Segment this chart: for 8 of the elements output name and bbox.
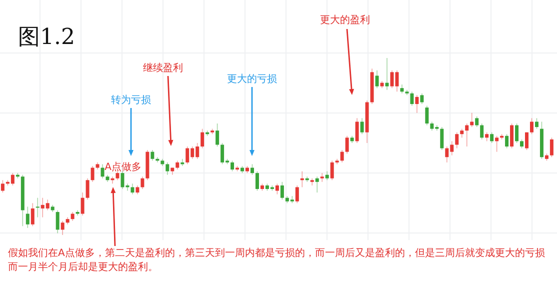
annotation: 更大的亏损 xyxy=(227,73,277,85)
text: 而一月半个月后却是更大的盈利。 xyxy=(8,261,158,273)
annotation: 继续盈利 xyxy=(143,62,183,74)
chart-title: 图1.2 xyxy=(18,25,75,50)
text: 更大的盈利 xyxy=(320,14,370,26)
annotation: 转为亏损 xyxy=(111,94,151,106)
text: 假如我们在A点做多，第二天是盈利的，第三天到一周内都是亏损的，而一周后又是盈利的，但是三周后就变成更大的亏损 xyxy=(8,247,545,259)
annotation: A点做多 xyxy=(104,161,142,173)
